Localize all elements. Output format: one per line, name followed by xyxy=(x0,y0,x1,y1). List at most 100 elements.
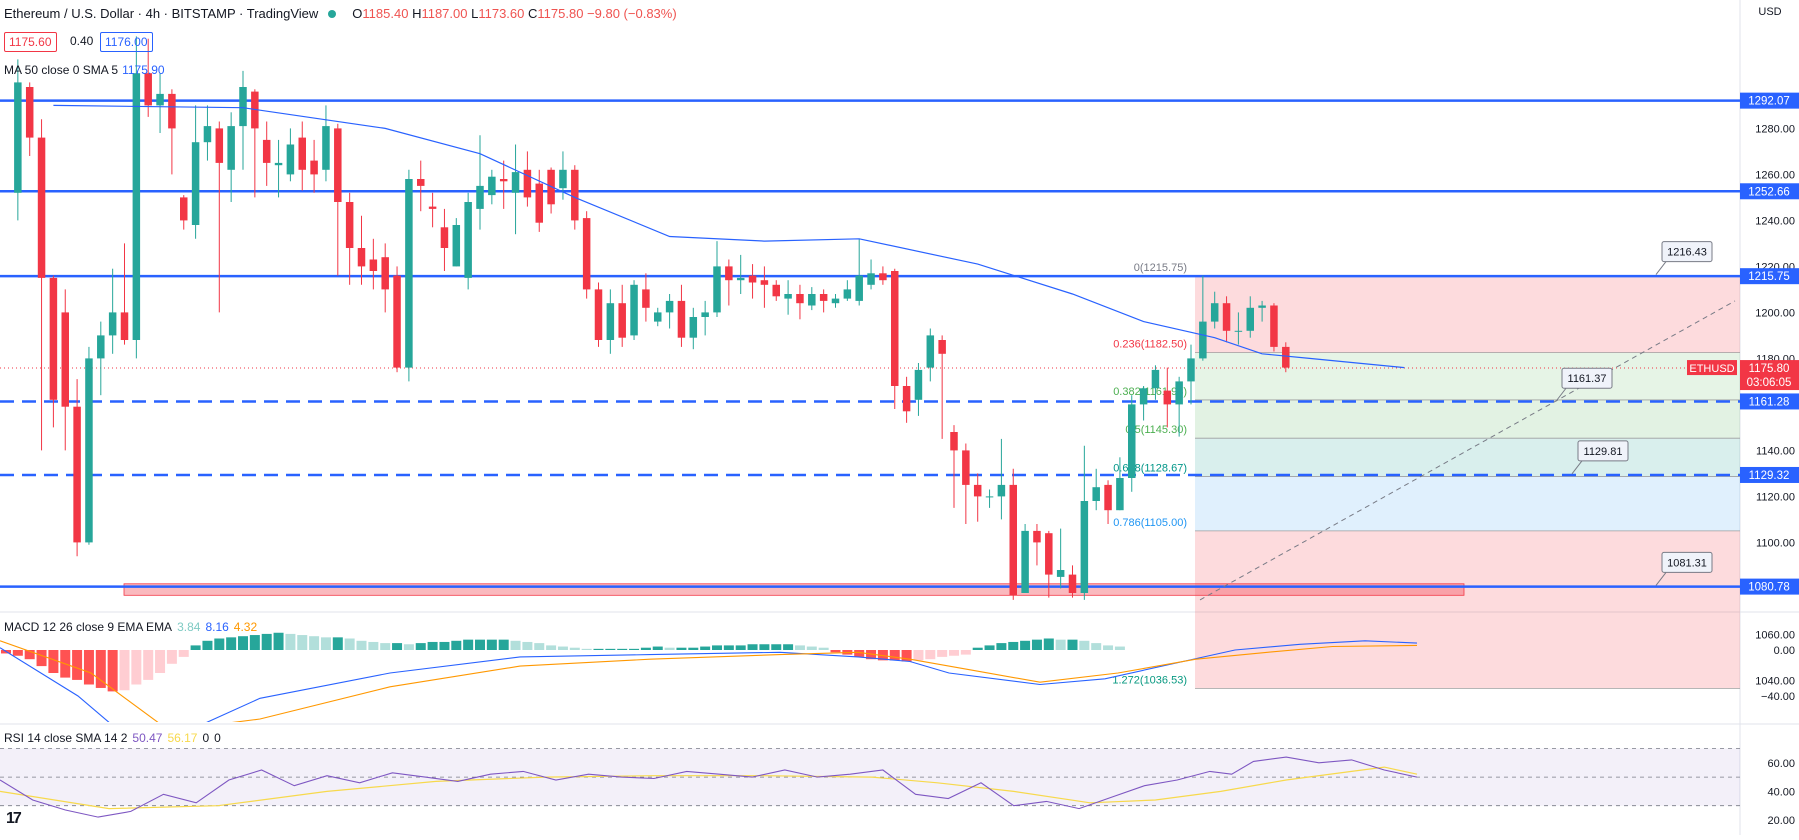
macd-histogram-bar xyxy=(166,650,177,664)
macd-histogram-bar xyxy=(214,638,225,650)
macd-histogram-bar xyxy=(332,637,343,650)
candle-body xyxy=(748,275,757,283)
macd-histogram-bar xyxy=(700,646,711,650)
macd-histogram-bar xyxy=(522,641,533,650)
macd-histogram-bar xyxy=(771,644,782,650)
macd-histogram-bar xyxy=(1055,639,1066,650)
macd-signal-line xyxy=(0,640,1418,722)
candle-body xyxy=(1080,501,1089,593)
candle-body xyxy=(1187,358,1195,382)
chart-title[interactable]: Ethereum / U.S. Dollar · 4h · BITSTAMP ·… xyxy=(4,6,319,21)
macd-histogram-bar xyxy=(1103,645,1114,650)
candle-body xyxy=(132,73,141,340)
support-zone xyxy=(123,583,1465,596)
macd-histogram-bar xyxy=(24,650,35,660)
candle-body xyxy=(476,185,484,209)
level-price-tag-label: 1292.07 xyxy=(1748,96,1790,108)
candle-body xyxy=(25,87,34,138)
candle-body xyxy=(582,218,591,290)
candle-body xyxy=(1199,321,1207,359)
candle-body xyxy=(298,137,306,170)
candle-body xyxy=(535,183,543,223)
candle-body xyxy=(357,248,366,267)
macd-histogram-bar xyxy=(723,645,734,650)
price-axis-unit: USD xyxy=(1758,6,1781,18)
macd-histogram-bar xyxy=(759,644,770,650)
candle-body xyxy=(1234,330,1243,332)
candle-body xyxy=(49,277,58,400)
macd-histogram-bar xyxy=(356,640,367,650)
candle-body xyxy=(701,312,709,317)
rsi-legend[interactable]: RSI 14 close SMA 14 2 50.47 56.17 0 0 xyxy=(4,731,221,745)
level-price-tag xyxy=(1740,578,1799,595)
macd-histogram-bar xyxy=(72,650,83,680)
macd-histogram-bar xyxy=(392,643,403,650)
macd-histogram-bar xyxy=(238,636,248,650)
candle-body xyxy=(1258,305,1266,308)
fib-level-label: 0.618(1128.67) xyxy=(1113,462,1187,474)
macd-histogram-bar xyxy=(83,650,94,685)
candle-body xyxy=(1068,574,1077,593)
sell-quote[interactable]: 1175.60 xyxy=(4,32,57,52)
candle-body xyxy=(144,73,152,106)
callout-label: 1216.43 xyxy=(1667,247,1707,259)
symbol-tag-label: ETHUSD xyxy=(1689,363,1734,375)
candle-body xyxy=(488,176,496,196)
fib-zone-band xyxy=(1195,276,1740,353)
candle-body xyxy=(1163,390,1172,405)
level-price-tag xyxy=(1740,268,1799,285)
macd-legend[interactable]: MACD 12 26 close 9 EMA EMA 3.84 8.16 4.32 xyxy=(4,620,258,634)
ma-legend[interactable]: MA 50 close 0 SMA 5 1175.90 xyxy=(4,63,165,77)
candle-body xyxy=(1092,487,1100,501)
macd-histogram-bar xyxy=(48,650,59,673)
candle-body xyxy=(499,179,508,182)
macd-histogram-bar xyxy=(249,635,260,650)
candle-body xyxy=(108,312,117,336)
candle-body xyxy=(843,289,852,299)
macd-histogram-bar xyxy=(12,650,23,656)
macd-histogram-bar xyxy=(996,643,1007,650)
candle-body xyxy=(310,160,318,175)
candle-body xyxy=(677,300,686,338)
rsi-axis-tick: 40.00 xyxy=(1767,786,1795,798)
macd-histogram-bar xyxy=(486,639,497,650)
candle-body xyxy=(819,294,828,301)
macd-histogram-bar xyxy=(676,647,687,650)
macd-histogram-bar xyxy=(1043,638,1054,650)
rsi-sma-line xyxy=(0,766,1418,810)
macd-histogram-bar xyxy=(261,633,272,650)
candle-body xyxy=(85,358,93,543)
candle-body xyxy=(796,294,804,304)
macd-histogram-bar xyxy=(605,648,616,650)
fib-zone-band xyxy=(1195,530,1740,689)
candle-body xyxy=(606,303,615,340)
candle-body xyxy=(867,273,875,285)
buy-quote[interactable]: 1176.00 xyxy=(100,32,153,52)
candle-body xyxy=(156,93,164,106)
candle-body xyxy=(713,266,721,313)
candle-body xyxy=(1104,484,1112,511)
candle-body xyxy=(1116,478,1124,511)
candle-body xyxy=(440,227,449,248)
fib-level-label: 1.272(1036.53) xyxy=(1112,674,1187,686)
fib-level-label: 0.236(1182.50) xyxy=(1113,339,1187,351)
candle-body xyxy=(1009,484,1017,596)
candle-body xyxy=(594,289,603,340)
candle-body xyxy=(891,271,899,386)
tradingview-logo-icon[interactable]: 17 xyxy=(6,810,22,827)
macd-histogram-bar xyxy=(178,650,189,657)
macd-histogram-bar xyxy=(901,650,912,662)
candle-body xyxy=(1222,303,1231,331)
level-price-tag xyxy=(1740,183,1799,200)
macd-histogram-bar xyxy=(747,644,758,650)
macd-histogram-bar xyxy=(629,648,640,650)
rsi-line xyxy=(0,756,1418,818)
candle-body xyxy=(1056,570,1065,577)
candle-body xyxy=(571,169,579,221)
macd-histogram-bar xyxy=(830,650,841,653)
candle-body xyxy=(1175,381,1183,405)
macd-histogram-bar xyxy=(403,644,414,650)
candle-body xyxy=(274,162,283,166)
candle-body xyxy=(725,266,733,281)
